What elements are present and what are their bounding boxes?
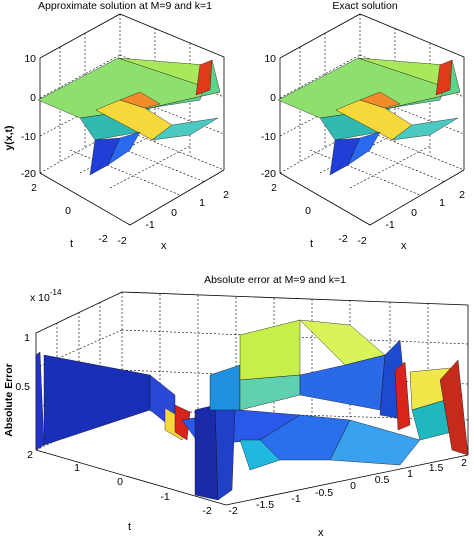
error-xlabel: x: [318, 527, 324, 539]
error-xtick: 0.5: [375, 474, 390, 486]
approx-ztick: -20: [21, 168, 36, 180]
exact-t-ticks: -2 0 2: [271, 182, 348, 245]
exact-xtick: 2: [459, 189, 465, 201]
exact-ztick: -10: [261, 131, 276, 143]
approx-xtick: 0: [171, 207, 177, 219]
exact-title: Exact solution: [332, 0, 398, 12]
exact-xtick: 0: [411, 207, 417, 219]
error-x-ticks: -2 -1.5 -1 -0.5 0 0.5 1 1.5 2: [228, 457, 467, 517]
error-zlabel: Absolute Error: [3, 363, 15, 437]
approx-ttick: 2: [31, 182, 37, 194]
approx-t-ticks: -2 0 2: [31, 182, 108, 245]
error-xtick: -0.5: [315, 487, 333, 499]
exact-xtick: -1: [385, 219, 394, 231]
error-ttick: 2: [27, 449, 33, 461]
approx-title: Approximate solution at M=9 and k=1: [38, 0, 212, 12]
exact-z-ticks: 10 0 -10 -20: [261, 53, 276, 180]
error-xtick: 0: [350, 480, 356, 492]
exact-ztick: 0: [270, 92, 276, 104]
error-title: Absolute error at M=9 and k=1: [204, 274, 346, 286]
error-xtick: 2: [461, 457, 467, 469]
approx-z-ticks: 10 0 -10 -20: [21, 53, 36, 180]
approx-ttick: -2: [98, 233, 107, 245]
exact-x-ticks: -2 -1 0 1 2: [357, 189, 465, 247]
error-ttick: 0: [117, 476, 123, 488]
approx-xtick: 2: [223, 189, 229, 201]
approx-xtick: -2: [117, 235, 126, 247]
approx-ylabel: t: [70, 238, 73, 250]
exact-solution-plot: Exact solution: [261, 0, 465, 252]
approx-zlabel: y(x,t): [3, 125, 15, 150]
exact-xtick: -2: [357, 235, 366, 247]
approx-xlabel: x: [161, 240, 167, 252]
approx-ztick: 10: [24, 53, 36, 65]
exact-xtick: 1: [439, 197, 445, 209]
error-xtick: -2: [228, 505, 237, 517]
approx-solution-plot: Approximate solution at M=9 and k=1: [3, 0, 229, 252]
error-z-ticks: 1 0.5: [15, 332, 30, 393]
error-ztick: 1: [24, 332, 30, 344]
approx-ttick: 0: [65, 205, 71, 217]
exact-ttick: 2: [271, 182, 277, 194]
error-ttick: -2: [202, 505, 211, 517]
approx-ztick: -10: [21, 131, 36, 143]
error-t-ticks: -2 -1 0 1 2: [27, 449, 212, 517]
exact-ttick: 0: [305, 205, 311, 217]
error-ttick: 1: [74, 462, 80, 474]
error-ztick: 0.5: [15, 381, 30, 393]
exact-xlabel: x: [401, 240, 407, 252]
exact-ttick: -2: [338, 233, 347, 245]
error-xtick: 1: [407, 468, 413, 480]
error-xtick: -1.5: [256, 499, 274, 511]
exact-ztick: -20: [261, 168, 276, 180]
error-xtick: -1: [291, 493, 300, 505]
approx-x-ticks: -2 -1 0 1 2: [117, 189, 229, 247]
approx-surface: [37, 57, 221, 176]
approx-xtick: -1: [145, 219, 154, 231]
error-surface: [35, 319, 469, 501]
error-xtick: 1.5: [429, 462, 444, 474]
exact-ztick: 10: [264, 53, 276, 65]
error-exponent-label: x 10-14: [30, 288, 62, 304]
approx-xtick: 1: [199, 197, 205, 209]
abs-error-plot: Absolute error at M=9 and k=1 x 10-14: [3, 274, 469, 539]
approx-ztick: 0: [30, 92, 36, 104]
error-ylabel: t: [128, 521, 131, 533]
error-ttick: -1: [160, 491, 169, 503]
exact-ylabel: t: [310, 238, 313, 250]
exact-surface: [277, 57, 461, 176]
